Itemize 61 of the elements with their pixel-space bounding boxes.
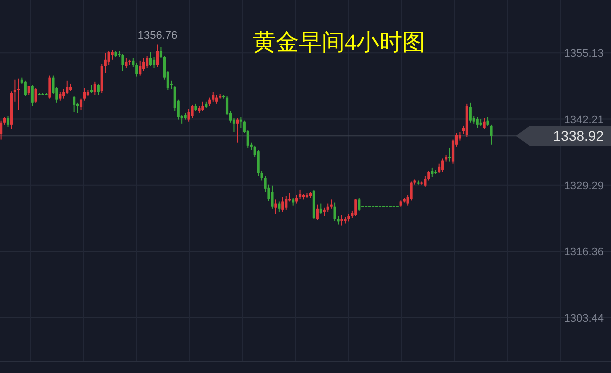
- y-tick-label: 1316.36: [564, 246, 604, 259]
- candlestick: [320, 203, 322, 215]
- candlestick: [274, 199, 278, 215]
- candlestick: [28, 86, 30, 96]
- candlestick: [354, 198, 358, 217]
- candlestick: [448, 147, 452, 162]
- candlestick: [0, 120, 3, 140]
- candlestick: [62, 88, 66, 100]
- candlestick: [483, 118, 486, 130]
- candlestick: [202, 101, 204, 112]
- candlestick: [334, 202, 336, 222]
- candlestick: [431, 167, 434, 178]
- candlestick: [278, 201, 281, 212]
- candlestick: [125, 58, 128, 69]
- candlestick: [340, 214, 344, 226]
- candlestick: [142, 58, 146, 72]
- candlestick: [136, 62, 138, 78]
- candlestick: [66, 80, 69, 95]
- candlestick: [94, 81, 96, 96]
- candlestick: [257, 150, 260, 177]
- candlestick: [156, 44, 160, 68]
- candlestick: [191, 104, 194, 119]
- candlestick: [73, 96, 76, 113]
- candlestick: [240, 116, 242, 129]
- candlestick: [316, 204, 319, 221]
- candlestick: [476, 116, 479, 129]
- candlestick: [469, 102, 472, 124]
- candlestick: [490, 124, 493, 146]
- ref-line-label: 1338.92: [553, 128, 604, 144]
- candlestick: [442, 158, 444, 173]
- candlestick: [282, 196, 284, 212]
- y-tick-label: 1303.44: [564, 312, 604, 325]
- candlestick: [358, 198, 361, 212]
- candlestick: [424, 176, 427, 188]
- candlestick: [122, 54, 124, 72]
- y-tick-label: 1355.13: [564, 48, 604, 60]
- candlestick: [6, 116, 10, 128]
- candlestick: [97, 83, 100, 96]
- candlestick: [111, 50, 114, 60]
- candlestick: [108, 50, 110, 66]
- candlestick: [24, 80, 27, 97]
- candlestick: [298, 189, 302, 200]
- candlestick: [17, 78, 20, 111]
- candlestick: [438, 163, 441, 174]
- annotation: 1356.76: [138, 30, 178, 42]
- candlestick: [236, 118, 240, 144]
- candlestick: [212, 92, 215, 102]
- candlestick: [146, 56, 149, 69]
- candlestick: [152, 56, 156, 69]
- candlestick: [139, 60, 142, 76]
- y-tick-label: 1342.21: [564, 114, 604, 126]
- candlestick: [330, 199, 333, 210]
- candlestick: [285, 196, 288, 210]
- y-tick-label: 1329.29: [564, 180, 604, 192]
- candlestick: [48, 75, 52, 100]
- candlestick: [34, 88, 38, 104]
- candlestick: [271, 185, 274, 210]
- candlestick: [149, 52, 152, 67]
- text: 黄金早间4小时图: [253, 30, 426, 55]
- candlestick: [31, 84, 34, 106]
- candlestick: [188, 108, 190, 122]
